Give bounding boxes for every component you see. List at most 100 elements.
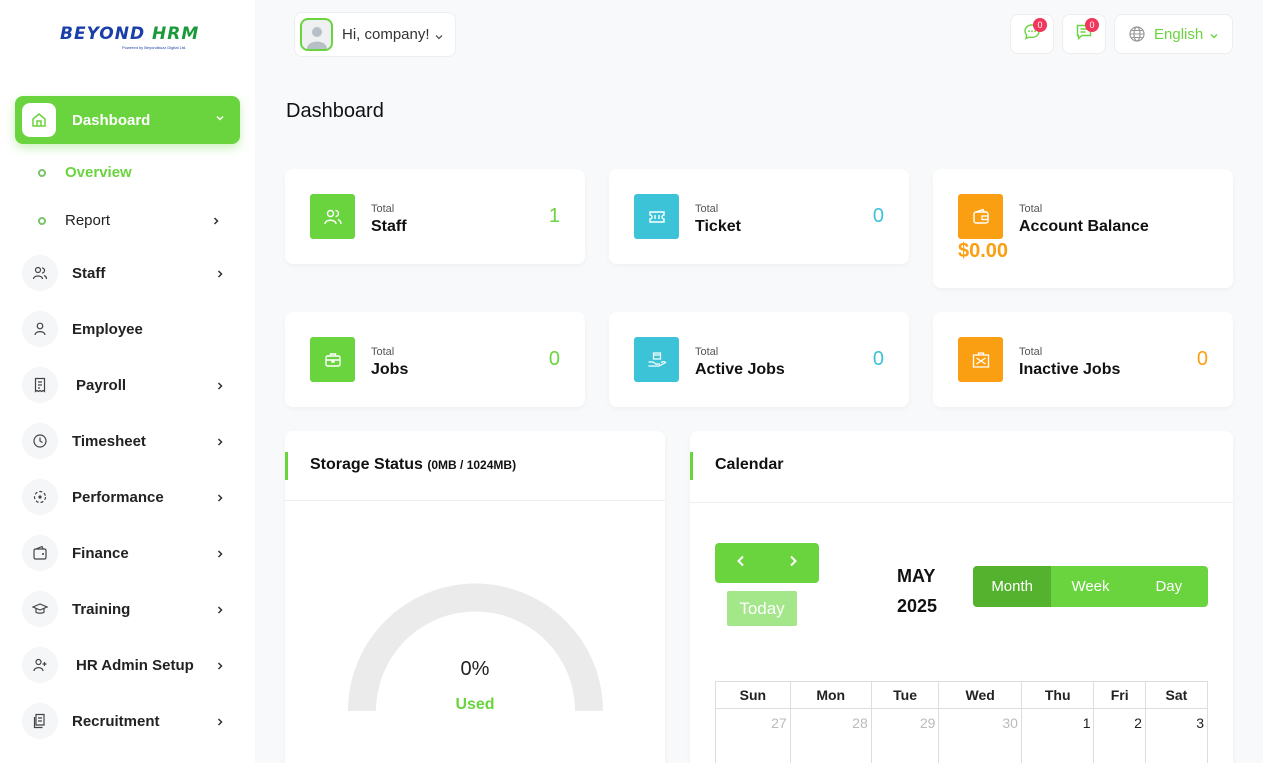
view-day-button[interactable]: Day — [1129, 566, 1208, 607]
storage-percent: 0% — [460, 658, 490, 680]
wallet-icon — [958, 194, 1003, 239]
storage-gauge — [348, 583, 603, 711]
chevron-right-icon — [210, 214, 222, 231]
stat-caption: Total — [695, 203, 719, 215]
user-plus-icon — [22, 647, 58, 683]
sidebar-item-recruitment[interactable]: Recruitment — [22, 703, 237, 739]
sidebar-subitem-label: Overview — [65, 164, 132, 181]
calendar-day-cell[interactable]: 27 — [715, 708, 791, 763]
stat-card-active-jobs[interactable]: Total Active Jobs 0 — [609, 312, 909, 407]
calendar-week-row: 27 28 29 30 1 2 3 — [715, 708, 1209, 763]
sidebar-item-employee[interactable]: Employee — [22, 311, 237, 347]
sidebar-item-dashboard[interactable]: Dashboard — [15, 96, 240, 144]
calendar-day-cell[interactable]: 1 — [1020, 708, 1095, 763]
users-icon — [22, 255, 58, 291]
sidebar-item-staff[interactable]: Staff — [22, 255, 237, 291]
today-button[interactable]: Today — [727, 591, 797, 626]
chat-badge: 0 — [1085, 18, 1099, 32]
stat-value: 1 — [548, 205, 560, 227]
chevron-right-icon — [214, 603, 226, 621]
logo-tagline: Powered by Beyondbuzz Digital Ltd. — [122, 45, 187, 50]
sidebar-item-label: Recruitment — [72, 712, 160, 730]
calendar-day-cell[interactable]: 28 — [789, 708, 872, 763]
stat-caption: Total — [1019, 346, 1043, 358]
logo[interactable]: BEYOND HRM Powered by Beyondbuzz Digital… — [60, 24, 200, 54]
calendar-day-cell[interactable]: 30 — [938, 708, 1022, 763]
sidebar-item-timesheet[interactable]: Timesheet — [22, 423, 237, 459]
panel-accent-bar — [285, 452, 288, 480]
stat-value: $0.00 — [958, 240, 1009, 262]
sidebar-item-label: Finance — [72, 544, 129, 562]
stat-caption: Total — [695, 346, 719, 358]
globe-icon — [1128, 25, 1146, 43]
ticket-icon — [634, 194, 679, 239]
chevron-right-icon — [214, 379, 226, 397]
user-menu[interactable]: Hi, company! — [294, 12, 456, 57]
calendar-month-year: MAY 2025 — [897, 561, 937, 621]
receipt-icon — [22, 367, 58, 403]
weekday-header: Sun — [715, 681, 791, 709]
sidebar: BEYOND HRM Powered by Beyondbuzz Digital… — [0, 0, 255, 763]
panel-accent-bar — [690, 452, 693, 480]
sidebar-subitem-label: Report — [65, 212, 111, 229]
chat-button[interactable]: 0 — [1062, 14, 1106, 54]
stat-value: 0 — [1196, 348, 1208, 370]
stat-value: 0 — [872, 348, 884, 370]
sidebar-item-performance[interactable]: Performance — [22, 479, 237, 515]
divider — [690, 502, 1233, 503]
language-label: English — [1154, 25, 1204, 43]
stat-label: Account Balance — [1019, 218, 1149, 235]
calendar-day-cell[interactable]: 2 — [1093, 708, 1146, 763]
stat-label: Inactive Jobs — [1019, 361, 1121, 378]
stat-card-ticket[interactable]: Total Ticket 0 — [609, 169, 909, 264]
stat-card-jobs[interactable]: Total Jobs 0 — [285, 312, 585, 407]
calendar-day-cell[interactable]: 3 — [1144, 708, 1209, 763]
users-icon — [310, 194, 355, 239]
stat-caption: Total — [1019, 203, 1043, 215]
chevron-right-icon — [214, 547, 226, 565]
calendar-year: 2025 — [897, 596, 938, 616]
messages-badge: 0 — [1033, 18, 1047, 32]
sidebar-item-payroll[interactable]: Payroll — [22, 367, 237, 403]
wallet-icon — [22, 535, 58, 571]
storage-used-label: Used — [455, 696, 495, 713]
calendar-day-cell[interactable]: 29 — [870, 708, 940, 763]
stat-caption: Total — [371, 346, 395, 358]
calendar-panel: Calendar Today MAY 2025 Month Week Day S… — [690, 431, 1233, 763]
clock-icon — [22, 423, 58, 459]
sidebar-item-label: Employee — [72, 320, 143, 338]
sidebar-item-training[interactable]: Training — [22, 591, 237, 627]
briefcase-x-icon — [958, 337, 1003, 382]
sidebar-subitem-overview[interactable]: Overview — [38, 164, 132, 181]
chevron-right-icon — [214, 491, 226, 509]
page-title: Dashboard — [286, 100, 384, 122]
messages-button[interactable]: 0 — [1010, 14, 1054, 54]
sidebar-item-label: Dashboard — [72, 111, 151, 129]
chevron-right-icon — [214, 267, 226, 285]
sidebar-item-hr-admin-setup[interactable]: HR Admin Setup — [22, 647, 237, 683]
sidebar-subitem-report[interactable]: Report — [38, 212, 219, 229]
sidebar-item-label: Payroll — [76, 376, 127, 394]
sidebar-item-label: Timesheet — [72, 432, 146, 450]
stat-caption: Total — [371, 203, 395, 215]
chevron-right-icon — [214, 715, 226, 733]
stat-label: Jobs — [371, 361, 409, 378]
sidebar-item-label: HR Admin Setup — [76, 656, 194, 674]
language-selector[interactable]: English — [1114, 14, 1233, 54]
stat-card-staff[interactable]: Total Staff 1 — [285, 169, 585, 264]
bullet-icon — [38, 216, 46, 225]
sidebar-item-finance[interactable]: Finance — [22, 535, 237, 571]
view-month-button[interactable]: Month — [973, 566, 1052, 607]
prev-month-button[interactable] — [715, 543, 767, 583]
view-week-button[interactable]: Week — [1051, 566, 1130, 607]
logo-brand-a: BEYOND — [60, 24, 146, 44]
home-icon — [22, 103, 56, 137]
storage-title: Storage Status — [310, 456, 423, 473]
calendar-title: Calendar — [715, 456, 784, 473]
stat-card-account-balance[interactable]: Total Account Balance $0.00 — [933, 169, 1233, 288]
briefcase-icon — [310, 337, 355, 382]
next-month-button[interactable] — [767, 543, 819, 583]
calendar-month: MAY — [897, 566, 936, 586]
stat-value: 0 — [872, 205, 884, 227]
stat-card-inactive-jobs[interactable]: Total Inactive Jobs 0 — [933, 312, 1233, 407]
